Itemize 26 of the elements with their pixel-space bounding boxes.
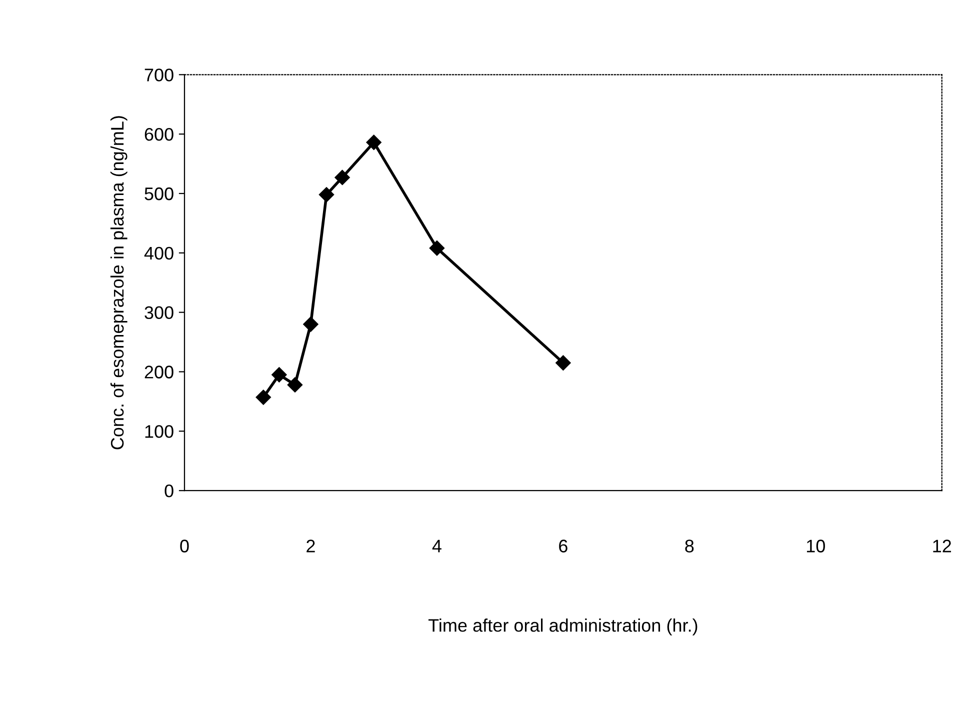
x-tick-label: 10 xyxy=(806,540,825,552)
x-tick-label: 8 xyxy=(685,540,694,552)
y-tick-label: 500 xyxy=(144,187,174,200)
point xyxy=(318,187,334,202)
y-tick-label: 700 xyxy=(144,68,174,82)
point xyxy=(287,377,303,392)
y-tick-label: 0 xyxy=(164,484,174,498)
point xyxy=(429,240,445,256)
y-tick-label: 200 xyxy=(144,366,174,378)
x-tick-label: 4 xyxy=(432,540,442,552)
point xyxy=(334,170,350,186)
x-tick-label: 12 xyxy=(933,540,952,552)
y-tick-label: 100 xyxy=(145,425,174,438)
x-axis-title: Time after oral administration (hr.) xyxy=(428,618,698,636)
x-tick-label: 6 xyxy=(559,540,568,552)
point xyxy=(272,367,287,382)
point xyxy=(303,316,318,332)
point xyxy=(256,390,271,405)
y-tick-label: 300 xyxy=(144,306,174,320)
x-tick-label: 0 xyxy=(180,540,189,552)
y-axis-title: Conc. of esomeprazole in plasma (ng/mL) xyxy=(110,116,128,450)
point xyxy=(556,355,571,370)
x-tick-label: 2 xyxy=(306,540,315,552)
point xyxy=(366,134,382,150)
y-tick-label: 600 xyxy=(144,128,174,141)
y-tick-label: 400 xyxy=(144,246,174,260)
